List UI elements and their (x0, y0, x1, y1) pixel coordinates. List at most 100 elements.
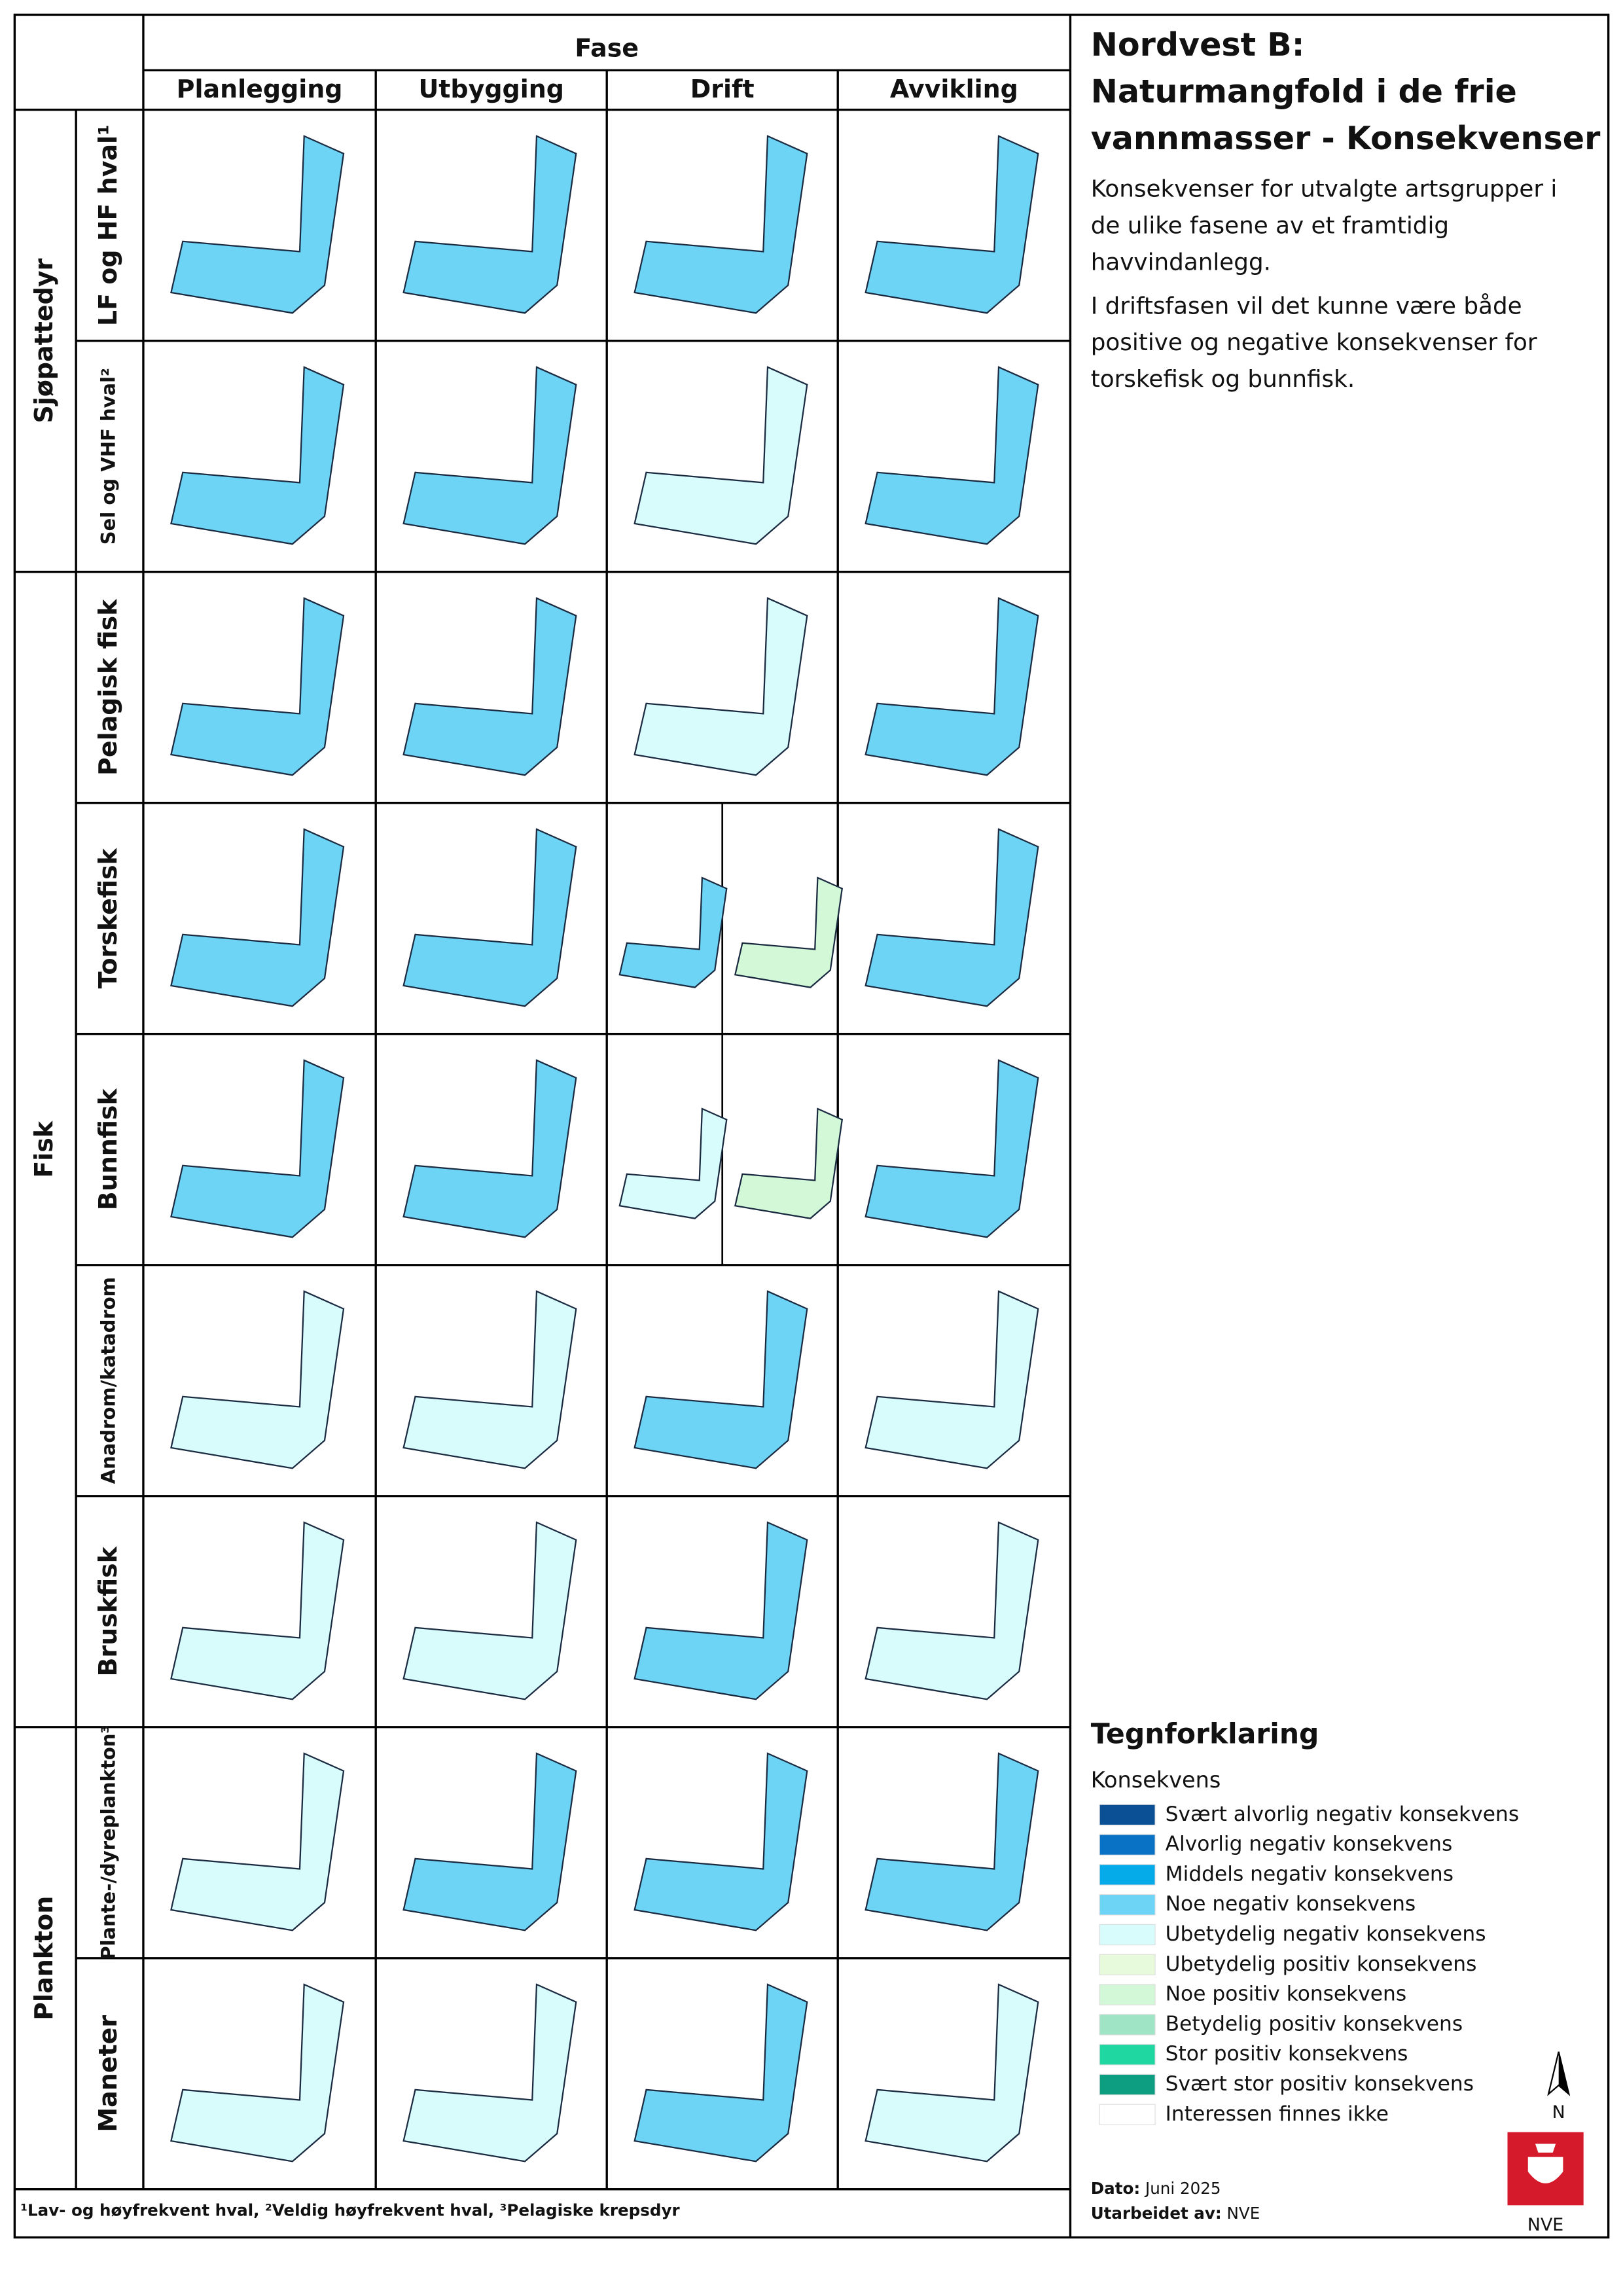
legend-swatch (1099, 1984, 1156, 2005)
legend-label: Svært stor positiv konsekvens (1166, 2072, 1474, 2096)
row-label: Plante-/dyreplankton³ (98, 1725, 120, 1960)
author-label: Utarbeidet av: (1091, 2204, 1222, 2223)
panel-text: Konsekvenser for utvalgte artsgrupper i (1091, 176, 1558, 203)
legend-subtitle: Konsekvens (1091, 1767, 1221, 1793)
panel-text: I driftsfasen vil det kunne være både (1091, 293, 1522, 319)
map-area (170, 366, 345, 545)
map-area (170, 1752, 345, 1931)
map-area (402, 1752, 577, 1931)
logo-text: NVE (1527, 2215, 1563, 2235)
north-label: N (1552, 2102, 1565, 2123)
map-area (633, 1752, 808, 1931)
legend-swatch (1099, 1894, 1156, 1916)
logo-crest (1527, 2144, 1563, 2183)
map-area (633, 1290, 808, 1469)
map-area (865, 1983, 1039, 2162)
map-area (633, 135, 808, 314)
legend-label: Betydelig positiv konsekvens (1166, 2012, 1463, 2036)
map-area (865, 1521, 1039, 1700)
map-area (865, 597, 1039, 776)
legend-label: Stor positiv konsekvens (1166, 2042, 1408, 2066)
map-area (865, 1290, 1039, 1469)
legend-swatch (1099, 2014, 1156, 2036)
panel-title: Naturmangfold i de frie (1091, 73, 1517, 111)
map-area (170, 597, 345, 776)
map-area (402, 1290, 577, 1469)
map-area (402, 1521, 577, 1700)
legend-swatch (1099, 1864, 1156, 1886)
legend-swatch (1099, 1954, 1156, 1976)
map-area (633, 1521, 808, 1700)
map-area (402, 1983, 577, 2162)
row-label: Torskefisk (94, 848, 122, 988)
row-label: Anadrom/katadrom (98, 1277, 120, 1484)
map-area (170, 1983, 345, 2162)
map-area (402, 135, 577, 314)
legend-label: Noe positiv konsekvens (1166, 1982, 1406, 2006)
map-area (865, 366, 1039, 545)
row-label: Maneter (94, 2015, 122, 2132)
row-label: LF og HF hval¹ (94, 124, 122, 326)
map-area (865, 1059, 1039, 1238)
row-label: Bruskfisk (94, 1546, 122, 1676)
legend-label: Ubetydelig negativ konsekvens (1166, 1922, 1486, 1946)
header-fase: Fase (575, 34, 639, 63)
legend-label: Interessen finnes ikke (1166, 2102, 1389, 2126)
map-area (865, 1752, 1039, 1931)
footnote: ¹Lav- og høyfrekvent hval, ²Veldig høyfr… (20, 2200, 680, 2219)
frame (13, 13, 1610, 2239)
legend-swatch (1099, 1924, 1156, 1946)
north-arrow (1547, 2051, 1571, 2096)
date-value: Juni 2025 (1144, 2179, 1221, 2198)
map-area (633, 366, 808, 545)
map-area (734, 1107, 844, 1219)
panel-text: positive og negative konsekvenser for (1091, 329, 1537, 356)
legend-swatch (1099, 1804, 1156, 1826)
date: Dato: Juni 2025 (1091, 2179, 1221, 2198)
legend-label: Middels negativ konsekvens (1166, 1862, 1454, 1886)
phase-label: Avvikling (890, 75, 1018, 103)
panel-text: havvindanlegg. (1091, 249, 1271, 276)
map-area (170, 1059, 345, 1238)
panel-title: vannmasser - Konsekvenser (1091, 119, 1601, 157)
map-area (734, 876, 844, 988)
legend-label: Svært alvorlig negativ konsekvens (1166, 1803, 1519, 1826)
legend-swatch (1099, 2073, 1156, 2096)
map-area (402, 1059, 577, 1238)
map-area (402, 597, 577, 776)
map-area (170, 135, 345, 314)
legend-title: Tegnforklaring (1091, 1719, 1319, 1751)
phase-label: Drift (690, 75, 755, 103)
map-area (402, 828, 577, 1007)
panel-text: de ulike fasene av et framtidig (1091, 212, 1449, 239)
map-area (170, 1521, 345, 1700)
panel-text: torskefisk og bunnfisk. (1091, 366, 1355, 393)
group-label: Fisk (29, 1121, 58, 1178)
map-area (618, 1107, 728, 1219)
map-area (633, 597, 808, 776)
row-label: Pelagisk fisk (94, 599, 122, 776)
legend-label: Alvorlig negativ konsekvens (1166, 1833, 1453, 1856)
map-area (633, 1983, 808, 2162)
legend-swatch (1099, 2104, 1156, 2126)
author: Utarbeidet av: NVE (1091, 2204, 1260, 2223)
legend-swatch (1099, 2044, 1156, 2066)
phase-label: Planlegging (177, 75, 343, 103)
author-value: NVE (1227, 2204, 1260, 2223)
group-label: Sjøpattedyr (29, 258, 58, 423)
group-label: Plankton (29, 1896, 58, 2020)
map-area (865, 135, 1039, 314)
map-area (402, 366, 577, 545)
panel-title: Nordvest B: (1091, 26, 1305, 63)
legend-label: Noe negativ konsekvens (1166, 1892, 1416, 1916)
legend-swatch (1099, 1834, 1156, 1856)
row-label: Bunnfisk (94, 1088, 122, 1210)
row-label: Sel og VHF hval² (98, 368, 120, 545)
map-area (170, 828, 345, 1007)
date-label: Dato: (1091, 2179, 1140, 2198)
phase-label: Utbygging (418, 75, 564, 103)
map-area (170, 1290, 345, 1469)
map-area (618, 876, 728, 988)
